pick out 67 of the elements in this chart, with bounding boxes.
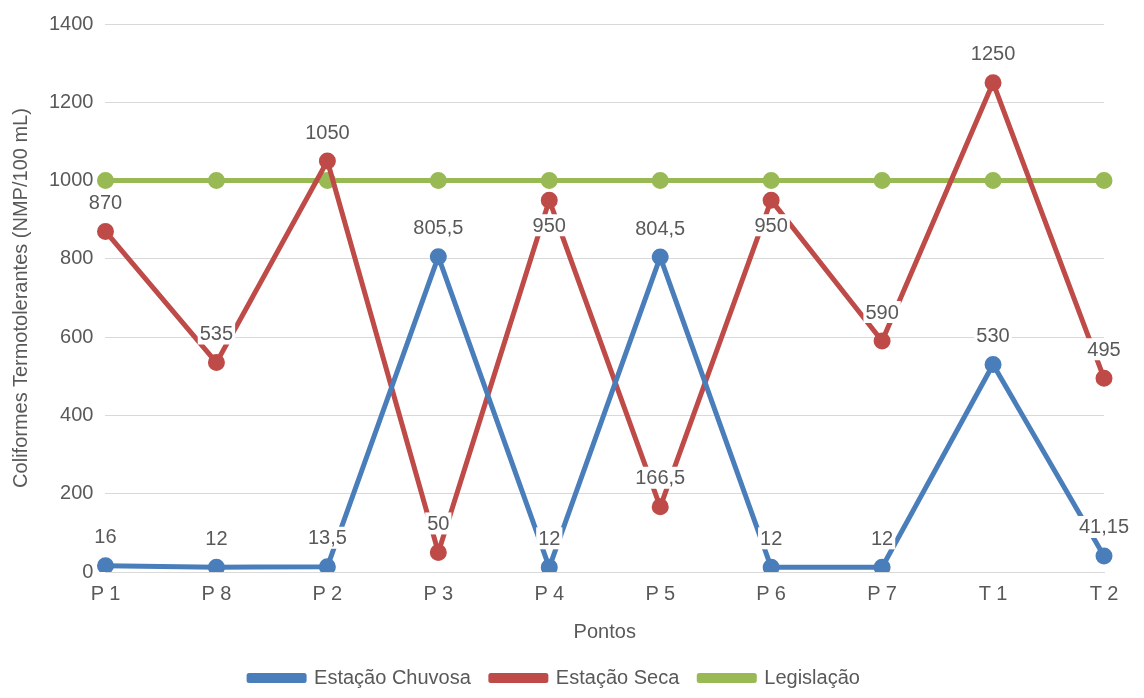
point	[429, 172, 447, 190]
point	[96, 557, 114, 572]
x-tick-label: P 5	[645, 581, 676, 604]
data-label: 950	[754, 213, 788, 236]
y-tick-label: 800	[60, 246, 94, 269]
point	[651, 248, 669, 266]
y-axis-title: Coliformes Termotolerantes (NMP/100 mL)	[8, 108, 31, 488]
y-tick-label: 200	[60, 481, 94, 504]
data-label: 1250	[970, 42, 1016, 65]
data-label: 12	[870, 526, 894, 549]
point	[762, 172, 780, 190]
point	[651, 498, 669, 516]
data-label: 50	[427, 511, 450, 534]
point	[96, 172, 114, 190]
data-label: 13,5	[307, 526, 347, 549]
y-tick-label: 0	[82, 559, 94, 582]
point	[651, 172, 669, 190]
point	[1095, 172, 1113, 190]
data-label: 495	[1087, 337, 1121, 360]
point	[984, 356, 1002, 374]
point	[984, 172, 1002, 190]
point	[207, 172, 225, 190]
data-label: 950	[532, 213, 566, 236]
point	[540, 172, 558, 190]
x-tick-label: T 2	[1089, 581, 1119, 604]
y-tick-label: 600	[60, 324, 94, 347]
data-label: 870	[88, 190, 123, 213]
data-label: 166,5	[635, 466, 686, 489]
point	[762, 191, 780, 209]
x-tick-label: P 1	[90, 581, 121, 604]
legend-label: Legislação	[764, 665, 860, 688]
point	[1095, 547, 1113, 565]
legend-label: Estação Chuvosa	[314, 665, 472, 688]
data-label: 12	[538, 526, 561, 549]
point	[207, 354, 225, 372]
point	[540, 191, 558, 209]
data-label: 1050	[305, 120, 350, 143]
data-label: 12	[205, 526, 228, 549]
y-tick-label: 1000	[48, 168, 94, 191]
point	[318, 152, 336, 170]
data-label: 41,15	[1078, 515, 1130, 538]
point	[873, 172, 891, 190]
data-label: 535	[199, 322, 234, 345]
x-tick-label: P 2	[312, 581, 343, 604]
x-tick-label: P 8	[201, 581, 232, 604]
y-tick-label: 1200	[48, 89, 94, 112]
point	[873, 332, 891, 350]
data-label: 16	[94, 525, 117, 548]
x-tick-label: P 6	[756, 581, 786, 604]
y-tick-label: 400	[60, 402, 94, 425]
x-tick-label: T 1	[978, 581, 1008, 604]
data-label: 590	[865, 300, 899, 323]
point	[429, 543, 447, 561]
point	[96, 222, 114, 240]
point	[984, 74, 1002, 92]
x-tick-label: P 4	[534, 581, 565, 604]
point	[429, 248, 447, 266]
x-axis-title: Pontos	[573, 619, 636, 642]
x-tick-label: P 7	[867, 581, 897, 604]
x-tick-label: P 3	[423, 581, 454, 604]
data-label: 12	[760, 526, 783, 549]
data-label: 530	[976, 324, 1010, 347]
data-label: 804,5	[635, 216, 686, 239]
legend-label: Estação Seca	[555, 665, 681, 688]
point	[1095, 369, 1113, 387]
data-label: 805,5	[413, 216, 464, 239]
y-tick-label: 1400	[48, 11, 94, 34]
